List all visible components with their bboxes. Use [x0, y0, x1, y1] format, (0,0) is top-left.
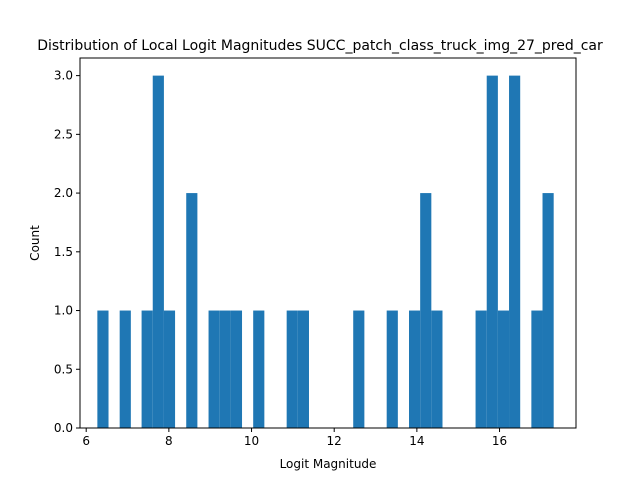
y-tick-label: 3.0: [54, 69, 73, 83]
x-tick-label: 6: [82, 434, 90, 448]
histogram-bar: [409, 310, 421, 428]
histogram-bar: [297, 310, 309, 428]
plot-frame: [79, 57, 577, 429]
histogram-bar: [431, 310, 443, 428]
x-tick-label: 10: [244, 434, 259, 448]
histogram-bar: [97, 310, 109, 428]
y-axis-label: Count: [28, 225, 42, 261]
histogram-bar: [497, 310, 510, 428]
x-tick-label: 12: [327, 434, 342, 448]
histogram-bar: [186, 193, 198, 428]
histogram-bar: [353, 310, 365, 428]
histogram-bar: [119, 310, 131, 428]
histogram-bar: [141, 310, 153, 428]
histogram-bar: [208, 310, 220, 428]
histogram-bar: [475, 310, 487, 428]
histogram-bar: [152, 75, 164, 429]
histogram-bar: [542, 193, 554, 428]
x-tick-label: 8: [165, 434, 173, 448]
y-tick-label: 2.5: [54, 127, 73, 141]
histogram-bar: [509, 75, 521, 429]
histogram-bar: [486, 75, 498, 429]
histogram-bar: [163, 310, 176, 428]
histogram-bar: [531, 310, 543, 428]
x-tick-label: 14: [409, 434, 424, 448]
histogram-bar: [219, 310, 231, 428]
histogram-bar: [253, 310, 265, 428]
histogram-bar: [230, 310, 243, 428]
y-tick-label: 0.0: [54, 421, 73, 435]
x-tick-label: 16: [492, 434, 507, 448]
chart-title: Distribution of Local Logit Magnitudes S…: [37, 38, 603, 54]
histogram-bar: [420, 193, 432, 428]
x-axis-label: Logit Magnitude: [280, 457, 377, 471]
y-tick-label: 2.0: [54, 186, 73, 200]
y-axis-ticks: 0.0 0.5 1.0 1.5 2.0 2.5 3.0: [54, 69, 80, 435]
histogram-bar: [386, 310, 398, 428]
x-axis-ticks: 6 8 10 12 14 16: [82, 428, 507, 448]
y-tick-label: 1.0: [54, 304, 73, 318]
y-tick-label: 0.5: [54, 362, 73, 376]
bar-group: [97, 75, 554, 429]
y-tick-label: 1.5: [54, 245, 73, 259]
histogram-bar: [286, 310, 298, 428]
